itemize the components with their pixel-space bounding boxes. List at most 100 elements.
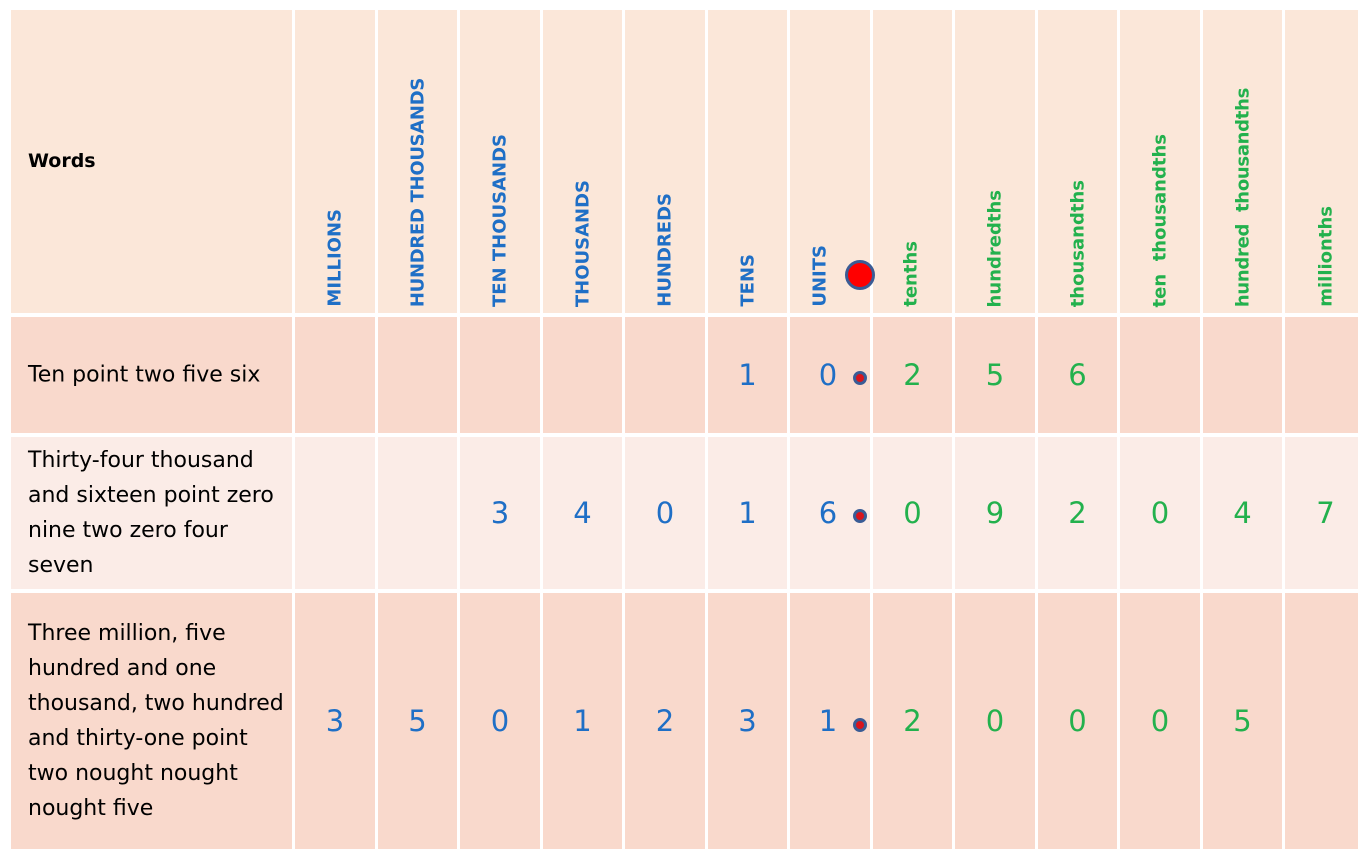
digit-cell: 0	[625, 437, 705, 589]
digit-cell	[1203, 317, 1282, 433]
digit-cell: 1	[543, 593, 622, 849]
digit-cell: 0	[1038, 593, 1117, 849]
digit-cell: 0	[1120, 437, 1200, 589]
header-hundred-thousandths: hundred thousandths	[1203, 10, 1282, 313]
digit: 4	[573, 496, 592, 530]
digit-cell: 5	[1203, 593, 1282, 849]
digit: 2	[1068, 496, 1087, 530]
digit-cell: 4	[1203, 437, 1282, 589]
decimal-point-icon	[853, 509, 867, 523]
digit-cell	[625, 317, 705, 433]
header-ten-thousands: TEN THOUSANDS	[460, 10, 540, 313]
digit: 9	[985, 496, 1005, 530]
digit-cell: 5	[955, 317, 1035, 433]
words-column-header: Words	[28, 150, 96, 172]
number-in-words: Thirty-four thousand and sixteen point z…	[28, 448, 274, 578]
digit-cell	[295, 317, 375, 433]
column-header-label: UNITS	[809, 245, 831, 307]
digit-cell: 2	[625, 593, 705, 849]
column-header-label: hundred thousandths	[1232, 87, 1253, 307]
digit: 2	[655, 704, 675, 738]
digit: 0	[985, 704, 1005, 738]
place-value-table: Words MILLIONS HUNDRED THOUSANDS TEN THO…	[11, 10, 1358, 852]
digit-cell	[1285, 593, 1358, 849]
digit-cell: 2	[1038, 437, 1117, 589]
decimal-point-icon	[845, 260, 875, 290]
column-header-label: HUNDREDS	[654, 193, 676, 307]
digit-cell: 1	[708, 437, 787, 589]
digit-cell: 3	[295, 593, 375, 849]
number-in-words: Ten point two five six	[28, 362, 261, 388]
digit-cell	[378, 317, 457, 433]
column-header-label: HUNDRED THOUSANDS	[407, 77, 428, 307]
column-header-label: millionths	[1315, 206, 1336, 307]
header-tens: TENS	[708, 10, 787, 313]
digit-cell: 3	[460, 437, 540, 589]
digit-cell: 2	[873, 317, 952, 433]
decimal-point-icon	[853, 371, 867, 385]
digit-cell	[295, 437, 375, 589]
digit-cell: 0	[1120, 593, 1200, 849]
column-header-label: TENS	[737, 254, 758, 307]
digit-cell: 0	[460, 593, 540, 849]
column-header-label: hundredths	[984, 189, 1006, 307]
digit: 0	[1150, 496, 1170, 530]
digit: 3	[738, 704, 757, 738]
digit-cell	[1120, 317, 1200, 433]
digit: 0	[903, 496, 922, 530]
digit-cell: 2	[873, 593, 952, 849]
column-header-label: ten thousandths	[1149, 133, 1171, 307]
digit: 0	[818, 358, 838, 392]
digit: 2	[903, 358, 922, 392]
number-in-words: Three million, five hundred and one thou…	[28, 621, 284, 821]
digit-cell	[460, 317, 540, 433]
digit-cell: 0	[955, 593, 1035, 849]
digit: 6	[818, 496, 838, 530]
digit: 5	[985, 358, 1005, 392]
digit-cell: 5	[378, 593, 457, 849]
column-header-label: MILLIONS	[324, 209, 346, 307]
digit: 1	[738, 358, 757, 392]
digit-cell	[378, 437, 457, 589]
digit: 0	[1068, 704, 1087, 738]
header-ten-thousandths: ten thousandths	[1120, 10, 1200, 313]
digit: 0	[1150, 704, 1170, 738]
header-hundred-thousands: HUNDRED THOUSANDS	[378, 10, 457, 313]
column-header-label: tenths	[900, 241, 922, 307]
row-3-words-cell: Three million, five hundred and one thou…	[11, 593, 292, 849]
digit: 3	[490, 496, 510, 530]
digit-cell	[543, 317, 622, 433]
column-header-label: THOUSANDS	[572, 179, 593, 307]
digit-cell: 3	[708, 593, 787, 849]
decimal-point-icon	[853, 718, 867, 732]
header-words-cell: Words	[11, 10, 292, 313]
row-1-words-cell: Ten point two five six	[11, 317, 292, 433]
digit-cell: 0	[873, 437, 952, 589]
digit: 1	[818, 704, 838, 738]
digit-cell: 7	[1285, 437, 1358, 589]
digit: 1	[738, 496, 757, 530]
header-thousands: THOUSANDS	[543, 10, 622, 313]
header-hundreds: HUNDREDS	[625, 10, 705, 313]
digit: 1	[573, 704, 592, 738]
column-header-label: TEN THOUSANDS	[489, 133, 511, 307]
digit-cell: 6	[1038, 317, 1117, 433]
digit-cell: 4	[543, 437, 622, 589]
digit-cell: 9	[955, 437, 1035, 589]
row-2-words-cell: Thirty-four thousand and sixteen point z…	[11, 437, 292, 589]
digit: 0	[655, 496, 675, 530]
header-hundredths: hundredths	[955, 10, 1035, 313]
digit: 3	[325, 704, 345, 738]
header-millions: MILLIONS	[295, 10, 375, 313]
column-header-label: thousandths	[1067, 179, 1088, 307]
header-tenths: tenths	[873, 10, 952, 313]
digit: 0	[490, 704, 510, 738]
header-millionths: millionths	[1285, 10, 1358, 313]
digit-cell	[1285, 317, 1358, 433]
digit: 5	[1233, 704, 1252, 738]
digit: 6	[1068, 358, 1087, 392]
digit: 4	[1233, 496, 1252, 530]
digit: 2	[903, 704, 922, 738]
digit: 5	[408, 704, 427, 738]
digit-cell: 1	[708, 317, 787, 433]
